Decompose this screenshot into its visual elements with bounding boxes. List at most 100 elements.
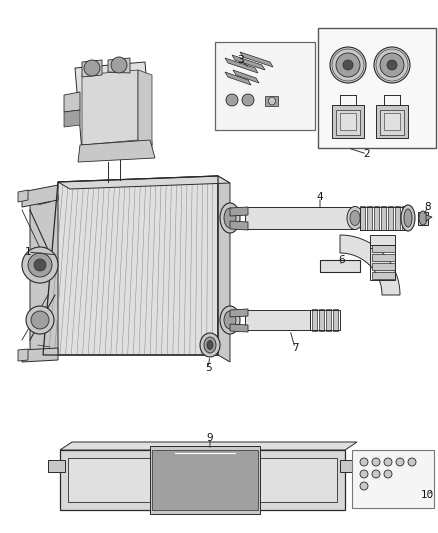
Polygon shape — [340, 460, 357, 472]
Polygon shape — [30, 195, 58, 360]
Polygon shape — [336, 110, 360, 135]
Polygon shape — [138, 70, 152, 148]
Ellipse shape — [268, 97, 276, 105]
Ellipse shape — [404, 209, 412, 227]
Polygon shape — [75, 62, 152, 152]
Circle shape — [22, 247, 58, 283]
Circle shape — [28, 253, 52, 277]
Circle shape — [380, 53, 404, 77]
Circle shape — [372, 458, 380, 466]
Polygon shape — [318, 28, 436, 148]
Polygon shape — [150, 446, 260, 514]
Ellipse shape — [224, 311, 236, 329]
Polygon shape — [312, 309, 317, 331]
Polygon shape — [326, 309, 331, 331]
Polygon shape — [78, 140, 155, 162]
Ellipse shape — [350, 211, 360, 225]
Polygon shape — [395, 206, 400, 230]
Polygon shape — [18, 190, 28, 202]
Polygon shape — [60, 442, 357, 450]
Circle shape — [31, 311, 49, 329]
Polygon shape — [372, 245, 395, 252]
Polygon shape — [340, 235, 400, 295]
Polygon shape — [340, 113, 356, 130]
Ellipse shape — [224, 208, 236, 228]
Polygon shape — [372, 272, 395, 279]
Circle shape — [111, 57, 127, 73]
Circle shape — [330, 47, 366, 83]
Circle shape — [34, 259, 46, 271]
Polygon shape — [64, 92, 80, 112]
Polygon shape — [352, 450, 434, 508]
Polygon shape — [152, 450, 258, 510]
Ellipse shape — [200, 333, 220, 357]
Circle shape — [26, 306, 54, 334]
Circle shape — [396, 458, 404, 466]
Ellipse shape — [207, 341, 213, 350]
Polygon shape — [320, 260, 360, 272]
Polygon shape — [240, 52, 273, 67]
Polygon shape — [64, 110, 80, 127]
Polygon shape — [108, 58, 130, 73]
Polygon shape — [372, 263, 395, 270]
Polygon shape — [215, 42, 315, 130]
Text: 2: 2 — [364, 149, 370, 159]
Text: 7: 7 — [292, 343, 298, 353]
Circle shape — [408, 458, 416, 466]
Ellipse shape — [220, 306, 240, 334]
Polygon shape — [22, 185, 58, 207]
Circle shape — [384, 458, 392, 466]
Polygon shape — [48, 460, 65, 472]
Circle shape — [360, 482, 368, 490]
Text: 6: 6 — [339, 255, 345, 265]
Polygon shape — [60, 450, 345, 510]
Polygon shape — [218, 176, 230, 362]
Polygon shape — [319, 309, 324, 331]
Polygon shape — [230, 207, 248, 216]
Polygon shape — [367, 206, 372, 230]
Text: 3: 3 — [237, 55, 244, 65]
Polygon shape — [233, 70, 259, 83]
Polygon shape — [376, 105, 408, 138]
Polygon shape — [230, 221, 248, 230]
Circle shape — [360, 458, 368, 466]
Polygon shape — [18, 349, 28, 361]
Polygon shape — [22, 348, 58, 362]
Circle shape — [384, 470, 392, 478]
Polygon shape — [388, 206, 393, 230]
Circle shape — [336, 53, 360, 77]
Circle shape — [360, 470, 368, 478]
Polygon shape — [230, 324, 248, 332]
Polygon shape — [245, 310, 310, 330]
Polygon shape — [381, 206, 386, 230]
Polygon shape — [245, 207, 355, 229]
Polygon shape — [58, 176, 230, 189]
Polygon shape — [333, 309, 338, 331]
Circle shape — [387, 60, 397, 70]
Text: 10: 10 — [420, 490, 434, 500]
Polygon shape — [230, 309, 248, 317]
Text: 9: 9 — [207, 433, 213, 443]
Circle shape — [343, 60, 353, 70]
Ellipse shape — [204, 337, 216, 353]
Polygon shape — [265, 96, 278, 106]
Polygon shape — [384, 113, 400, 130]
Polygon shape — [380, 110, 404, 135]
Circle shape — [226, 94, 238, 106]
Text: 4: 4 — [317, 192, 323, 202]
Ellipse shape — [401, 205, 415, 231]
Circle shape — [374, 47, 410, 83]
Polygon shape — [43, 176, 218, 355]
Circle shape — [242, 94, 254, 106]
Text: 8: 8 — [425, 202, 431, 212]
Circle shape — [84, 60, 100, 76]
Polygon shape — [82, 70, 138, 145]
Polygon shape — [68, 458, 337, 502]
Ellipse shape — [220, 203, 240, 233]
Polygon shape — [426, 215, 432, 221]
Text: 1: 1 — [25, 247, 31, 257]
Polygon shape — [225, 72, 251, 85]
Polygon shape — [370, 235, 395, 248]
Polygon shape — [225, 58, 258, 73]
Text: 5: 5 — [205, 363, 211, 373]
